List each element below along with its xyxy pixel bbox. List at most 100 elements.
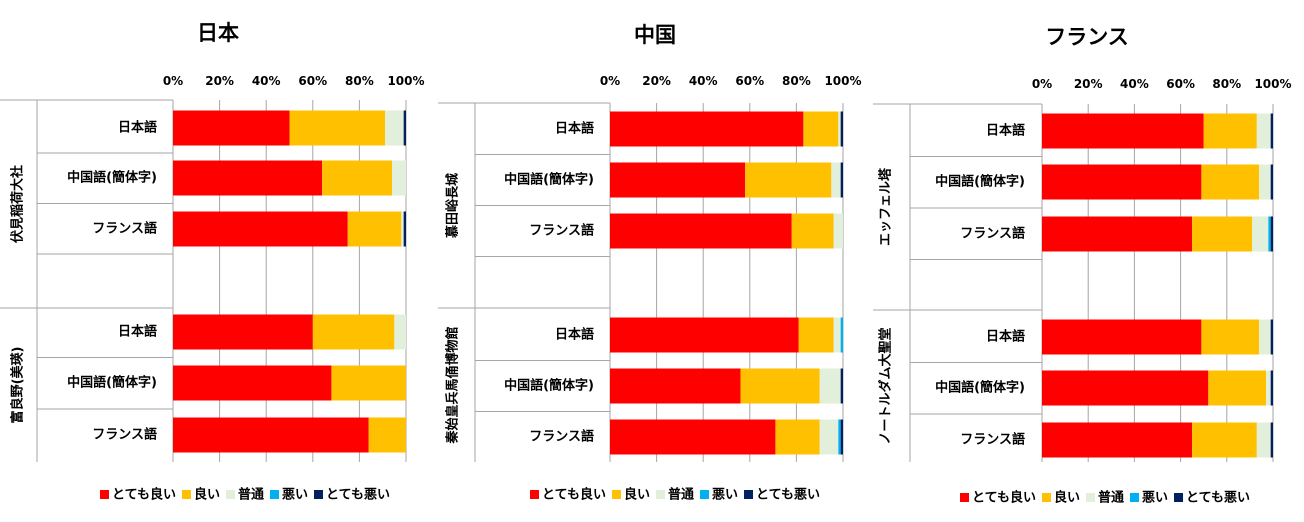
bar-segment-3	[831, 162, 841, 198]
bar-segment-5	[1270, 216, 1273, 252]
bar-segment-2	[1192, 216, 1253, 252]
bar-segment-2	[798, 317, 834, 353]
legend-label: 悪い	[282, 488, 308, 503]
bar-segment-2	[368, 417, 406, 453]
bar-segment-5	[1270, 319, 1273, 355]
legend-label: 普通	[238, 487, 264, 503]
category-label: 中国語(簡体字)	[67, 375, 157, 391]
category-label: フランス語	[92, 221, 157, 237]
bar-segment-5	[1270, 370, 1273, 406]
bar-segment-2	[803, 111, 839, 147]
category-label: 日本語	[555, 327, 594, 343]
bar-segment-3	[819, 419, 839, 455]
x-tick-label: 20%	[642, 74, 671, 88]
bar-segment-3	[833, 317, 841, 353]
x-tick-label: 80%	[345, 74, 374, 88]
category-label: 中国語(簡体字)	[504, 172, 594, 188]
bar-segment-4	[1268, 216, 1271, 252]
bar-segment-2	[312, 314, 395, 350]
x-tick-label: 100%	[1254, 77, 1291, 91]
x-tick-label: 80%	[782, 74, 811, 88]
group-label: 秦始皇兵馬俑博物館	[445, 326, 461, 444]
legend-label: とても悪い	[326, 488, 390, 503]
x-tick-label: 60%	[1166, 77, 1195, 91]
legend-swatch	[1174, 493, 1184, 502]
group-label: 慕田峪長城	[445, 173, 461, 239]
x-tick-label: 20%	[205, 74, 234, 88]
bar-segment-3	[1252, 216, 1269, 252]
legend-swatch	[960, 493, 969, 502]
bar-segment-1	[1042, 216, 1193, 252]
chart-title: 中国	[634, 23, 676, 47]
bar-segment-2	[791, 213, 834, 249]
legend-label: 普通	[1098, 490, 1124, 506]
bar-segment-1	[173, 160, 323, 196]
bar-segment-3	[1256, 422, 1271, 458]
bar-segment-3	[1259, 319, 1271, 355]
legend-swatch	[100, 490, 109, 499]
bar-segment-5	[840, 419, 843, 455]
bar-segment-1	[173, 110, 290, 146]
bar-segment-1	[610, 368, 741, 404]
legend-label: とても悪い	[756, 488, 820, 503]
bar-segment-2	[1192, 422, 1257, 458]
bar-segment-3	[819, 368, 841, 404]
bar-segment-1	[1042, 113, 1204, 149]
legend-label: とても良い	[542, 487, 606, 503]
bar-segment-5	[403, 211, 406, 247]
bar-segment-5	[1270, 113, 1273, 149]
bar-segment-2	[1203, 113, 1257, 149]
x-tick-label: 100%	[824, 74, 861, 88]
bar-segment-1	[610, 419, 776, 455]
legend-label: とても悪い	[1186, 491, 1250, 506]
bar-segment-5	[1270, 164, 1273, 200]
bar-segment-3	[1266, 370, 1271, 406]
bar-segment-5	[840, 368, 843, 404]
bar-segment-1	[610, 317, 799, 353]
bar-segment-1	[1042, 164, 1202, 200]
category-label: フランス語	[529, 429, 594, 445]
legend-swatch	[700, 490, 709, 499]
x-tick-label: 80%	[1212, 77, 1241, 91]
category-label: 日本語	[986, 329, 1025, 345]
chart-panel-1: 日本0% 20% 40% 60% 80% 100%伏見稲荷大社日本語中国語(簡体字)フラン…	[0, 21, 425, 503]
bar-segment-2	[347, 211, 402, 247]
x-tick-label: 40%	[689, 74, 718, 88]
x-tick-label: 100%	[387, 74, 424, 88]
category-label: 日本語	[118, 324, 157, 340]
bar-segment-4	[840, 317, 843, 353]
legend-label: とても良い	[112, 487, 176, 503]
bar-segment-1	[173, 314, 313, 350]
bar-segment-2	[322, 160, 393, 196]
legend-label: 悪い	[1142, 491, 1168, 506]
bar-segment-1	[1042, 370, 1209, 406]
group-label: 富良野(美瑛)	[10, 347, 26, 424]
bar-segment-2	[740, 368, 820, 404]
bar-segment-1	[1042, 422, 1193, 458]
legend-swatch	[270, 490, 279, 499]
x-tick-label: 0%	[163, 74, 183, 88]
category-label: 日本語	[118, 120, 157, 136]
legend-swatch	[314, 490, 324, 499]
legend-swatch	[181, 490, 191, 499]
legend-label: 良い	[624, 487, 650, 503]
bar-segment-1	[173, 211, 348, 247]
category-label: フランス語	[960, 226, 1025, 242]
bar-segment-3	[1256, 113, 1271, 149]
x-tick-label: 60%	[735, 74, 764, 88]
bar-segment-2	[775, 419, 820, 455]
bar-segment-2	[1208, 370, 1267, 406]
bar-segment-2	[331, 365, 406, 401]
category-label: 中国語(簡体字)	[67, 170, 157, 186]
bar-segment-3	[1259, 164, 1271, 200]
x-tick-label: 40%	[252, 74, 281, 88]
group-label: エッフェル塔	[878, 167, 894, 246]
legend-swatch	[1085, 493, 1095, 502]
bar-segment-3	[838, 111, 841, 147]
group-label: 伏見稲荷大社	[10, 165, 26, 243]
chart-panel-2: 中国0% 20% 40% 60% 80% 100%慕田峪長城日本語中国語(簡体字)フランス…	[438, 23, 862, 503]
bar-segment-1	[610, 213, 792, 249]
